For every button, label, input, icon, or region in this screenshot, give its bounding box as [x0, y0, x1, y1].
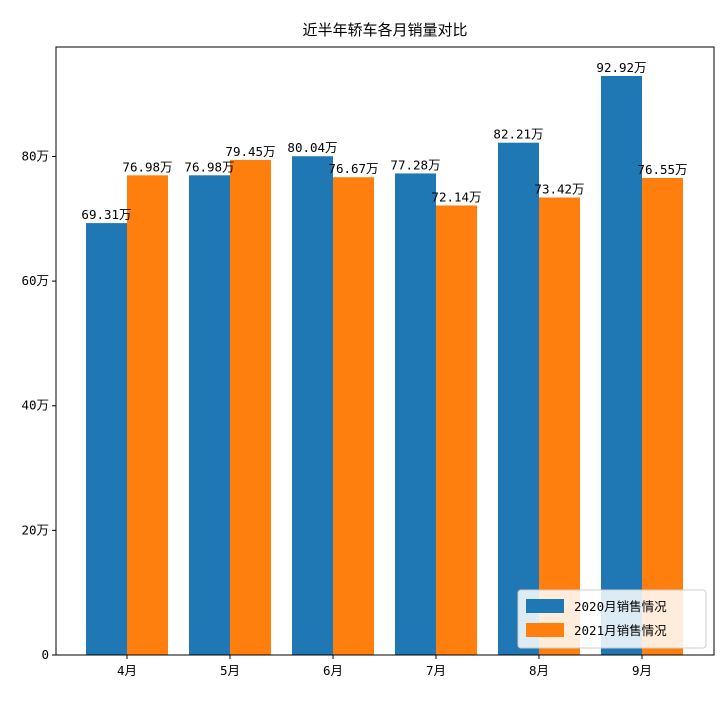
bar-s1-1 [230, 159, 271, 655]
legend-label-0: 2020月销售情况 [574, 599, 667, 614]
bar-s0-5 [601, 75, 642, 655]
x-tick-label-3: 7月 [426, 663, 446, 678]
x-tick-label-0: 4月 [117, 663, 137, 678]
bar-s0-4 [498, 142, 539, 655]
data-label-s1-2: 76.67万 [328, 161, 378, 176]
bar-s0-1 [189, 175, 230, 656]
y-tick-label-3: 60万 [21, 273, 49, 288]
y-tick-label-0: 0 [41, 647, 49, 662]
x-tick-label-2: 6月 [323, 663, 343, 678]
y-tick-label-2: 40万 [21, 398, 49, 413]
bar-s1-2 [333, 177, 374, 655]
data-label-s1-4: 73.42万 [534, 181, 584, 196]
data-label-s0-1: 76.98万 [184, 159, 234, 174]
data-label-s0-0: 69.31万 [81, 207, 131, 222]
y-tick-label-4: 80万 [21, 148, 49, 163]
bar-s1-5 [642, 177, 683, 655]
bar-s1-3 [436, 205, 477, 656]
bar-s0-2 [292, 156, 333, 655]
x-tick-label-5: 9月 [632, 663, 652, 678]
data-label-s1-0: 76.98万 [122, 159, 172, 174]
data-label-s0-2: 80.04万 [287, 140, 337, 155]
legend: 2020月销售情况 2021月销售情况 [517, 589, 707, 649]
legend-box [517, 589, 707, 649]
x-axis: 4月 5月 6月 7月 8月 9月 [117, 655, 652, 678]
plot-frame [55, 46, 715, 656]
bar-s1-0 [127, 175, 168, 656]
y-tick-label-1: 20万 [21, 522, 49, 537]
legend-label-1: 2021月销售情况 [574, 623, 667, 638]
data-label-s1-5: 76.55万 [637, 162, 687, 177]
x-tick-label-4: 8月 [529, 663, 549, 678]
legend-swatch-0 [526, 599, 564, 613]
y-axis: 0 20万 40万 60万 80万 [21, 148, 56, 662]
data-labels-group: 69.31万 76.98万 80.04万 77.28万 82.21万 92.92万 76.9… [81, 60, 687, 222]
data-label-s1-3: 72.14万 [431, 189, 481, 204]
x-tick-label-1: 5月 [220, 663, 240, 678]
bar-s0-0 [86, 223, 127, 655]
bar-s1-4 [539, 197, 580, 655]
data-label-s0-5: 92.92万 [596, 60, 646, 75]
bar-s0-3 [395, 173, 436, 655]
chart-title: 近半年轿车各月销量对比 [302, 21, 467, 39]
data-label-s1-1: 79.45万 [225, 144, 275, 159]
bars-group [86, 75, 683, 656]
data-label-s0-4: 82.21万 [493, 127, 543, 142]
legend-swatch-1 [526, 623, 564, 637]
data-label-s0-3: 77.28万 [390, 157, 440, 172]
